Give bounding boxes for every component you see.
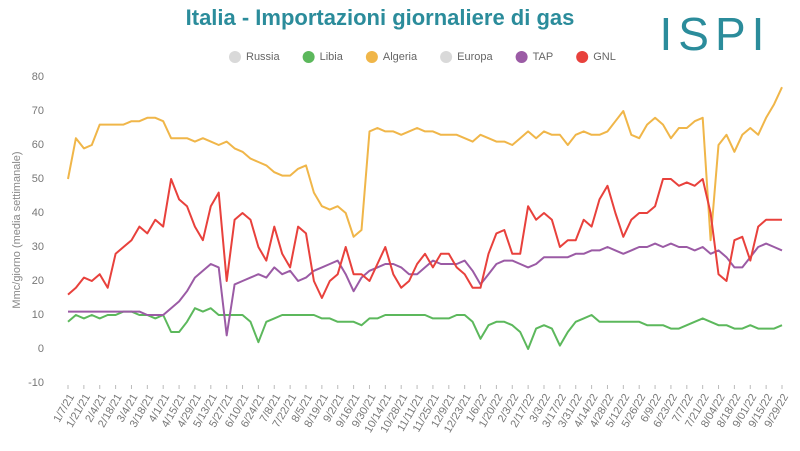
legend-marker	[302, 51, 315, 63]
legend-marker	[229, 51, 241, 63]
legend-label: TAP	[533, 51, 554, 63]
legend-label: Libia	[320, 51, 344, 63]
series-line	[67, 307, 783, 350]
legend-label: Algeria	[383, 51, 418, 63]
logo: ISPI	[660, 8, 771, 60]
legend-marker	[440, 51, 453, 63]
series-line	[67, 178, 782, 299]
y-axis-label: Mmc/giorno (media settimanale)	[11, 151, 23, 308]
y-tick-label: 40	[32, 207, 44, 219]
legend-label: Europa	[457, 51, 493, 63]
legend-marker	[365, 51, 378, 63]
y-tick-label: 60	[32, 139, 44, 151]
series-line	[67, 86, 783, 242]
y-tick-label: 20	[32, 275, 44, 287]
series-line	[68, 242, 783, 337]
y-tick-label: -10	[28, 377, 44, 389]
y-tick-label: 70	[32, 105, 44, 117]
chart-title: Italia - Importazioni giornaliere di gas	[186, 5, 575, 30]
y-tick-label: 80	[32, 71, 44, 83]
legend-label: Russia	[246, 51, 281, 63]
y-tick-label: 30	[32, 241, 44, 253]
y-tick-label: 0	[38, 343, 44, 355]
y-tick-label: 50	[32, 173, 44, 185]
legend-marker	[515, 51, 528, 63]
legend-marker	[576, 51, 589, 63]
legend-label: GNL	[593, 51, 616, 63]
y-tick-label: 10	[32, 309, 44, 321]
